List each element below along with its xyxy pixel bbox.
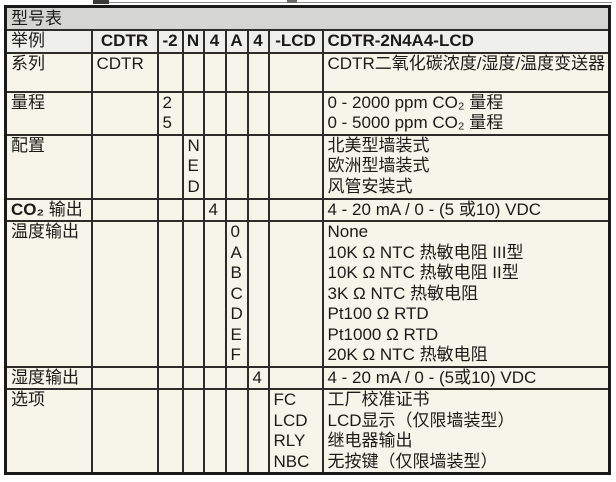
empty-cell — [156, 388, 184, 475]
row-label-example: 举例 — [4, 29, 93, 54]
range-code-cell: 2 5 — [156, 90, 184, 136]
table-title-row: 型号表 — [4, 5, 611, 31]
empty-cell — [224, 365, 249, 390]
empty-cell — [224, 197, 249, 222]
empty-cell — [267, 51, 324, 93]
empty-cell — [156, 365, 184, 390]
empty-cell — [202, 220, 227, 368]
empty-cell — [156, 51, 184, 93]
empty-cell — [90, 90, 159, 136]
empty-cell — [202, 365, 227, 390]
empty-cell — [90, 133, 159, 200]
empty-cell — [181, 365, 205, 390]
example-full-model: CDTR-2N4A4-LCD — [321, 29, 611, 54]
empty-cell — [224, 51, 249, 93]
empty-cell — [90, 197, 159, 222]
row-label-options: 选项 — [4, 388, 93, 475]
empty-cell — [181, 51, 205, 93]
co2-label-strong: CO₂ — [11, 199, 45, 219]
empty-cell — [181, 90, 205, 136]
example-series-code: CDTR — [90, 29, 159, 54]
humidity-description-cell: 4 - 20 mA / 0 - (5或10) VDC — [321, 365, 611, 390]
empty-cell — [181, 220, 205, 368]
example-humidity-code: 4 — [246, 29, 270, 54]
example-config-code: N — [181, 29, 205, 54]
empty-cell — [156, 133, 184, 200]
empty-cell — [224, 90, 249, 136]
empty-cell — [267, 197, 324, 222]
series-description-cell: CDTR二氧化碳浓度/湿度/温度变送器 — [321, 51, 611, 93]
range-description-cell: 0 - 2000 ppm CO₂ 量程 0 - 5000 ppm CO₂ 量程 — [321, 90, 611, 136]
row-label-range: 量程 — [4, 90, 93, 136]
example-temp-code: A — [224, 29, 249, 54]
model-number-table: 型号表 举例 CDTR -2 N 4 A 4 -LCD CDTR-2N4A4-L… — [4, 5, 611, 475]
empty-cell — [224, 388, 249, 475]
humidity-code-cell: 4 — [246, 365, 270, 390]
row-range: 量程 2 5 0 - 2000 ppm CO₂ 量程 0 - 5000 ppm … — [4, 90, 611, 136]
empty-cell — [181, 197, 205, 222]
example-co2-code: 4 — [202, 29, 227, 54]
row-label-config: 配置 — [4, 133, 93, 200]
row-label-co2-output: CO₂ 输出 — [4, 197, 93, 222]
empty-cell — [246, 51, 270, 93]
example-options-code: -LCD — [267, 29, 324, 54]
row-label-series: 系列 — [4, 51, 93, 93]
empty-cell — [246, 220, 270, 368]
row-config: 配置 N E D 北美型墙装式 欧洲型墙装式 风管安装式 — [4, 133, 611, 200]
empty-cell — [156, 220, 184, 368]
empty-cell — [267, 133, 324, 200]
empty-cell — [202, 90, 227, 136]
co2-description-cell: 4 - 20 mA / 0 - (5 或10) VDC — [321, 197, 611, 222]
row-label-humidity-output: 湿度输出 — [4, 365, 93, 390]
row-humidity-output: 湿度输出 4 4 - 20 mA / 0 - (5或10) VDC — [4, 365, 611, 390]
top-edge-artifact-mark — [287, 0, 297, 3]
example-row: 举例 CDTR -2 N 4 A 4 -LCD CDTR-2N4A4-LCD — [4, 29, 611, 54]
empty-cell — [224, 133, 249, 200]
table-title: 型号表 — [4, 5, 611, 31]
empty-cell — [156, 197, 184, 222]
top-edge-artifact — [93, 2, 612, 3]
row-options: 选项 FC LCD RLY NBC 工厂校准证书 LCD显示（仅限墙装型） 继电… — [4, 388, 611, 475]
empty-cell — [246, 197, 270, 222]
empty-cell — [267, 365, 324, 390]
options-description-cell: 工厂校准证书 LCD显示（仅限墙装型） 继电器输出 无按键（仅限墙装型） — [321, 388, 611, 475]
empty-cell — [90, 365, 159, 390]
config-code-cell: N E D — [181, 133, 205, 200]
row-series: 系列 CDTR CDTR二氧化碳浓度/湿度/温度变送器 — [4, 51, 611, 93]
empty-cell — [202, 388, 227, 475]
co2-code-cell: 4 — [202, 197, 227, 222]
row-co2-output: CO₂ 输出 4 4 - 20 mA / 0 - (5 或10) VDC — [4, 197, 611, 222]
temp-description-cell: None 10K Ω NTC 热敏电阻 III型 10K Ω NTC 热敏电阻 … — [321, 220, 611, 368]
empty-cell — [202, 133, 227, 200]
options-code-cell: FC LCD RLY NBC — [267, 388, 324, 475]
empty-cell — [246, 90, 270, 136]
empty-cell — [181, 388, 205, 475]
co2-label-rest: 输出 — [44, 199, 83, 219]
empty-cell — [267, 220, 324, 368]
empty-cell — [202, 51, 227, 93]
empty-cell — [90, 220, 159, 368]
row-label-temp-output: 温度输出 — [4, 220, 93, 368]
empty-cell — [246, 388, 270, 475]
top-edge-artifact-mark — [93, 0, 109, 4]
config-description-cell: 北美型墙装式 欧洲型墙装式 风管安装式 — [321, 133, 611, 200]
example-range-code: -2 — [156, 29, 184, 54]
temp-code-cell: 0 A B C D E F — [224, 220, 249, 368]
empty-cell — [90, 388, 159, 475]
empty-cell — [246, 133, 270, 200]
row-temp-output: 温度输出 0 A B C D E F None 10K Ω NTC 热敏电阻 I… — [4, 220, 611, 368]
empty-cell — [267, 90, 324, 136]
series-code-cell: CDTR — [90, 51, 159, 93]
